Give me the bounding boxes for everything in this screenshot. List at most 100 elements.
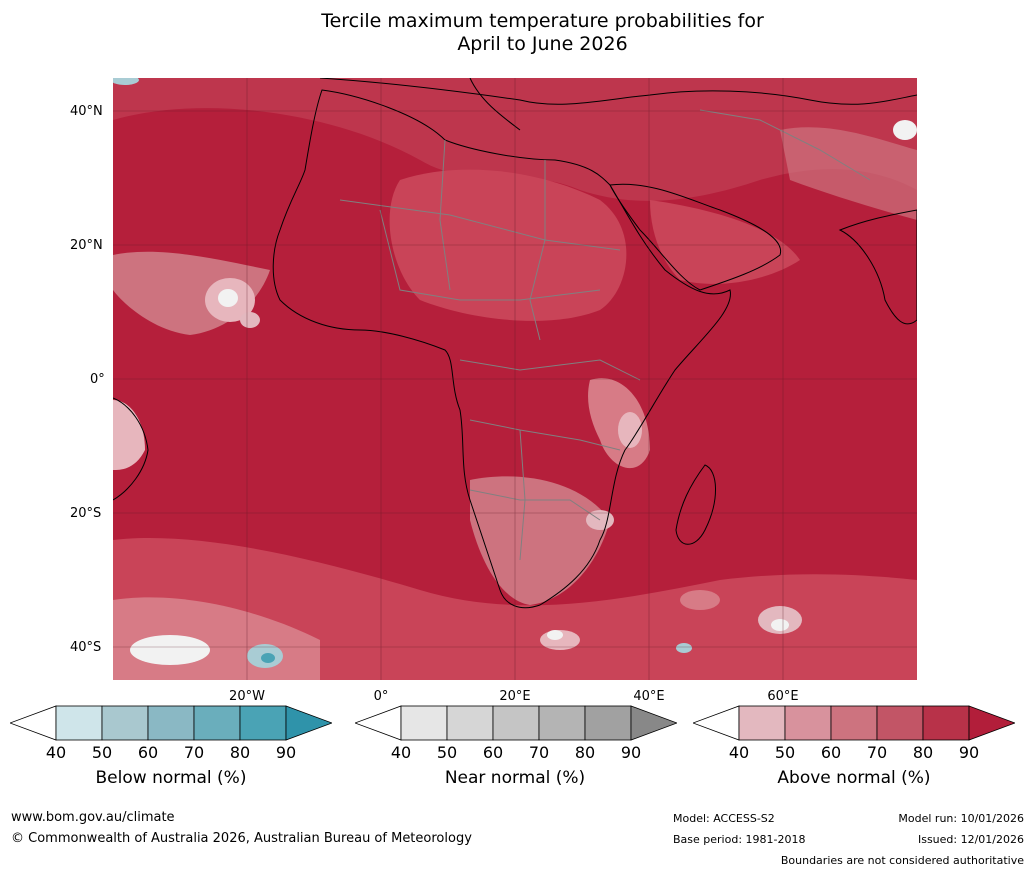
lat-label-40n: 40°N: [70, 104, 103, 119]
footer-copyright: © Commonwealth of Australia 2026, Austra…: [11, 831, 472, 846]
colorbar-segment: [876, 705, 924, 741]
colorbar-tick-label: 70: [183, 743, 205, 762]
colorbar-segment: [538, 705, 586, 741]
colorbar-tick-label: 70: [528, 743, 550, 762]
colorbar-extend-high: [285, 705, 332, 741]
border-7: [469, 489, 601, 521]
lat-label-40s: 40°S: [70, 640, 102, 655]
colorbar-tick-label: 60: [137, 743, 159, 762]
colorbar-tick-label: 90: [275, 743, 297, 762]
colorbar-tick-label: 40: [45, 743, 67, 762]
footer-url[interactable]: www.bom.gov.au/climate: [11, 810, 175, 825]
footer-base-period: Base period: 1981-2018: [673, 833, 806, 846]
blob-so-lightblue-2: [676, 643, 692, 653]
border-5: [459, 359, 641, 381]
colorbar-extend-low: [693, 705, 740, 741]
graticule: [113, 78, 917, 680]
footer-issued: Issued: 12/01/2026: [917, 833, 1024, 846]
colorbar-tick-label: 80: [229, 743, 251, 762]
colorbar-extend-low: [10, 705, 57, 741]
lat-label-0: 0°: [90, 372, 105, 387]
blob-pale-2: [240, 312, 260, 328]
colorbar-segment: [55, 705, 103, 741]
blob-east-pale: [618, 412, 642, 448]
lon-label-40e: 40°E: [633, 689, 665, 704]
blob-so-white-3: [771, 619, 789, 631]
coast-south-america: [113, 397, 149, 501]
lat-label-20s: 20°S: [70, 506, 102, 521]
lon-label-20w: 20°W: [229, 689, 265, 704]
coast-italy: [469, 78, 521, 131]
colorbar-tick-label: 40: [728, 743, 750, 762]
colorbar-segment: [738, 705, 786, 741]
colorbar-segment: [492, 705, 540, 741]
colorbar-extend-high: [968, 705, 1015, 741]
colorbar-tick-label: 60: [482, 743, 504, 762]
map-field: [113, 78, 917, 680]
coast-arabia: [609, 183, 782, 291]
title-line-1: Tercile maximum temperature probabilitie…: [321, 10, 764, 32]
blob-nw-blue: [113, 78, 139, 85]
footer-model-run: Model run: 10/01/2026: [898, 812, 1024, 825]
border-9: [699, 109, 871, 181]
colorbar-extend-high: [630, 705, 677, 741]
blob-so-white-1: [130, 635, 210, 665]
colorbar-tick-label: 60: [820, 743, 842, 762]
coast-africa: [272, 89, 731, 609]
lon-label-20e: 20°E: [499, 689, 531, 704]
colorbar-tick-label: 90: [958, 743, 980, 762]
colorbar-segment: [446, 705, 494, 741]
footer-model: Model: ACCESS-S2: [673, 812, 775, 825]
colorbar-label-below: Below normal (%): [95, 768, 247, 788]
colorbar-segment: [147, 705, 195, 741]
colorbar-tick-label: 70: [866, 743, 888, 762]
border-3: [439, 139, 451, 291]
lon-label-0: 0°: [373, 689, 389, 704]
blob-white-1: [218, 289, 238, 307]
coast-india: [838, 209, 917, 325]
border-2: [379, 209, 601, 301]
chart-title: Tercile maximum temperature probabilitie…: [0, 10, 1035, 56]
lat-label-20n: 20°N: [70, 238, 103, 253]
title-line-2: April to June 2026: [457, 33, 628, 55]
colorbar-tick-label: 80: [912, 743, 934, 762]
coast-europe: [319, 78, 917, 105]
colorbar-segment: [239, 705, 287, 741]
colorbar-extend-low: [355, 705, 402, 741]
colorbar-segment: [922, 705, 970, 741]
colorbar-segment: [830, 705, 878, 741]
lon-label-60e: 60°E: [767, 689, 799, 704]
blob-so-pale-4: [680, 590, 720, 610]
colorbar-segment: [784, 705, 832, 741]
footer-disclaimer: Boundaries are not considered authoritat…: [780, 854, 1024, 867]
region-arabia: [650, 200, 800, 284]
blob-so-white-2: [547, 630, 563, 640]
blob-white-ne: [893, 120, 917, 140]
coastlines: [113, 78, 917, 609]
colorbar-near-normal: [355, 705, 677, 741]
colorbar-above-normal: [693, 705, 1015, 741]
colorbar-tick-label: 40: [390, 743, 412, 762]
region-brazil-coast: [113, 400, 145, 470]
border-4: [529, 160, 546, 341]
blob-so-blue: [261, 653, 275, 663]
colorbar-tick-label: 50: [436, 743, 458, 762]
colorbar-segment: [101, 705, 149, 741]
colorbar-segment: [584, 705, 632, 741]
colorbar-below-normal: [10, 705, 332, 741]
colorbar-segment: [193, 705, 241, 741]
country-borders: [339, 109, 871, 561]
border-8: [519, 429, 526, 561]
colorbar-tick-label: 90: [620, 743, 642, 762]
coast-madagascar: [675, 464, 716, 545]
colorbar-segment: [400, 705, 448, 741]
colorbar-tick-label: 80: [574, 743, 596, 762]
border-6: [469, 419, 621, 451]
colorbar-label-above: Above normal (%): [777, 768, 931, 788]
colorbar-label-near: Near normal (%): [444, 768, 586, 788]
region-southern-africa: [470, 476, 610, 605]
colorbar-tick-label: 50: [91, 743, 113, 762]
colorbar-tick-label: 50: [774, 743, 796, 762]
region-persia: [780, 127, 917, 220]
